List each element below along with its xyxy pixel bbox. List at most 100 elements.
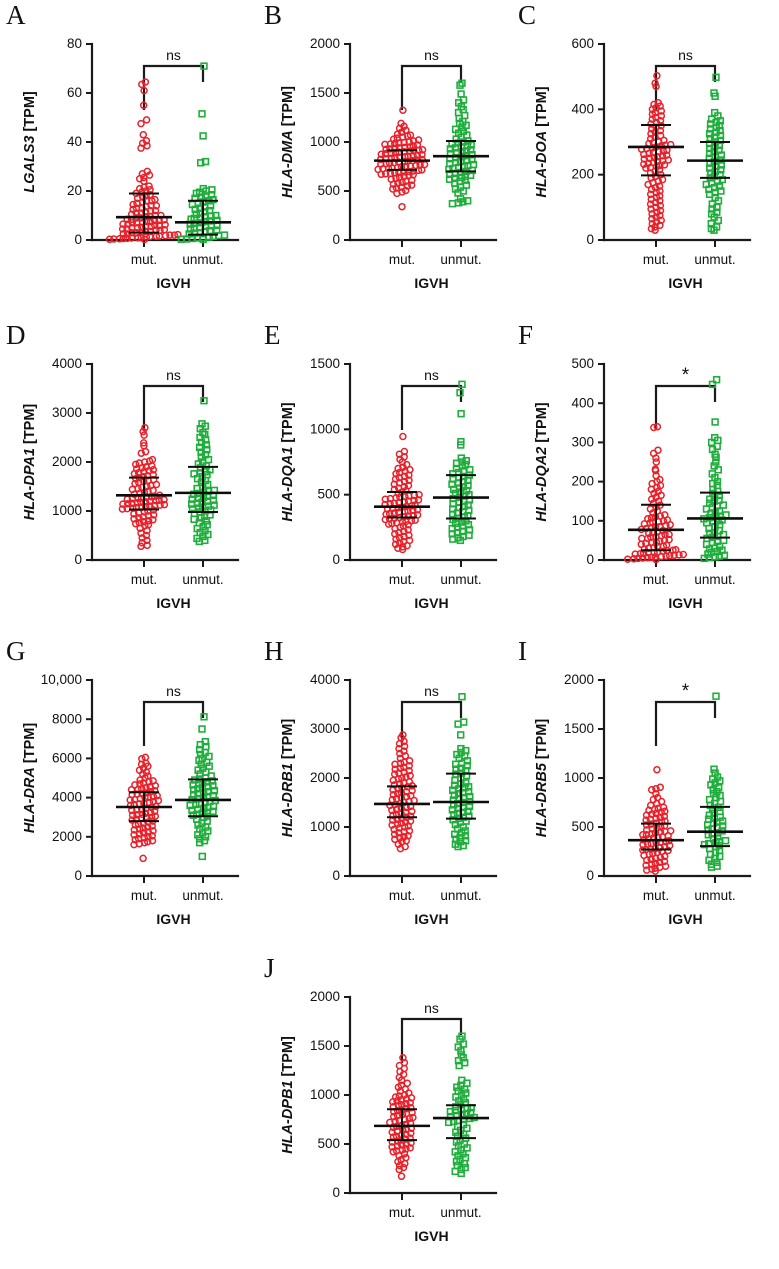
error-bar-mut — [129, 476, 159, 511]
data-point — [118, 225, 127, 233]
y-axis-title: HLA-DRB5 [TPM] — [534, 719, 550, 838]
data-point — [455, 484, 464, 492]
data-point — [201, 208, 209, 216]
y-tick-label: 500 — [571, 819, 594, 834]
data-point — [457, 731, 465, 739]
data-point — [140, 235, 149, 244]
data-point — [126, 801, 135, 810]
data-point — [710, 765, 718, 773]
significance-bracket — [142, 384, 205, 430]
data-point — [131, 460, 140, 469]
data-point — [196, 839, 204, 847]
data-point — [394, 544, 402, 552]
data-point — [390, 825, 398, 834]
error-bar-unmut — [700, 805, 730, 848]
data-point — [210, 787, 219, 795]
data-point — [146, 808, 155, 817]
y-tick-label: 20 — [67, 183, 82, 198]
data-point — [405, 757, 414, 765]
x-axis-title: IGVH — [414, 911, 448, 927]
x-axis-title: IGVH — [668, 595, 702, 611]
x-axis-title: IGVH — [668, 275, 702, 291]
points-mut — [381, 432, 423, 554]
data-point — [400, 168, 408, 176]
data-point — [713, 477, 722, 486]
svg-text:HLA-DQA1 [TPM]: HLA-DQA1 [TPM] — [280, 402, 296, 521]
data-point — [713, 203, 721, 211]
data-point — [660, 812, 669, 820]
data-point — [398, 178, 406, 186]
y-tick-label: 200 — [571, 167, 594, 182]
data-point — [462, 457, 470, 465]
data-point — [464, 788, 473, 796]
panel-letter-j: J — [264, 953, 275, 983]
x-axis-title: IGVH — [668, 911, 702, 927]
y-tick-label: 500 — [317, 183, 340, 198]
significance-label: ns — [166, 367, 181, 383]
data-point — [654, 446, 662, 454]
y-tick-label: 0 — [74, 552, 82, 567]
data-point — [133, 498, 142, 507]
data-point — [388, 519, 396, 528]
data-point — [198, 725, 206, 733]
data-point — [143, 536, 151, 545]
scatter-plot-i: 0 500 1000 1500 2000 mut. unmut. IGVH HLA-DRB5 [… — [534, 672, 752, 927]
data-point — [377, 150, 386, 159]
data-point — [145, 171, 154, 179]
data-point — [393, 1106, 402, 1115]
data-point — [220, 231, 229, 239]
data-point — [141, 208, 150, 216]
data-point — [137, 119, 145, 128]
data-point — [400, 527, 408, 536]
data-point — [651, 466, 660, 475]
data-point — [651, 226, 659, 234]
x-group-label-unmut: unmut. — [440, 1205, 481, 1220]
y-tick-label: 0 — [586, 232, 594, 247]
data-point — [652, 555, 660, 564]
data-point — [409, 1113, 417, 1122]
data-point — [651, 867, 660, 875]
data-point — [456, 81, 464, 89]
data-point — [654, 177, 663, 185]
error-bar-mut — [387, 491, 417, 519]
data-point — [397, 1141, 406, 1149]
svg-text:HLA-DOA [TPM]: HLA-DOA [TPM] — [534, 86, 550, 197]
data-point — [140, 86, 148, 95]
data-point — [710, 462, 718, 470]
data-point — [133, 224, 142, 232]
data-point — [712, 453, 720, 461]
points-unmut — [188, 397, 219, 546]
x-group-label-mut: mut. — [643, 252, 669, 267]
data-point — [155, 496, 163, 504]
significance-label: ns — [166, 47, 181, 63]
data-point — [400, 737, 408, 746]
x-axis-title: IGVH — [156, 911, 190, 927]
data-point — [405, 762, 413, 770]
data-point — [395, 534, 404, 542]
data-point — [643, 856, 651, 865]
data-point — [399, 432, 407, 441]
data-point — [461, 827, 469, 835]
data-point — [660, 852, 669, 861]
data-point — [160, 495, 168, 504]
y-tick-label: 0 — [332, 868, 340, 883]
data-point — [647, 495, 656, 503]
data-point — [195, 443, 204, 452]
data-point — [208, 777, 216, 785]
data-point — [661, 862, 670, 870]
data-point — [446, 1108, 455, 1116]
data-point — [658, 151, 667, 160]
data-point — [652, 458, 661, 466]
significance-bracket — [654, 64, 717, 110]
data-point — [154, 796, 163, 805]
data-point — [405, 827, 414, 835]
x-axis-title: IGVH — [156, 595, 190, 611]
error-bar-unmut — [188, 199, 218, 236]
data-point — [144, 833, 152, 841]
y-tick-label: 4000 — [310, 672, 340, 687]
x-group-label-mut: mut. — [389, 1205, 415, 1220]
data-point — [465, 802, 474, 811]
data-point — [716, 777, 724, 785]
panel-letter-e: E — [264, 320, 281, 350]
data-point — [202, 441, 211, 449]
